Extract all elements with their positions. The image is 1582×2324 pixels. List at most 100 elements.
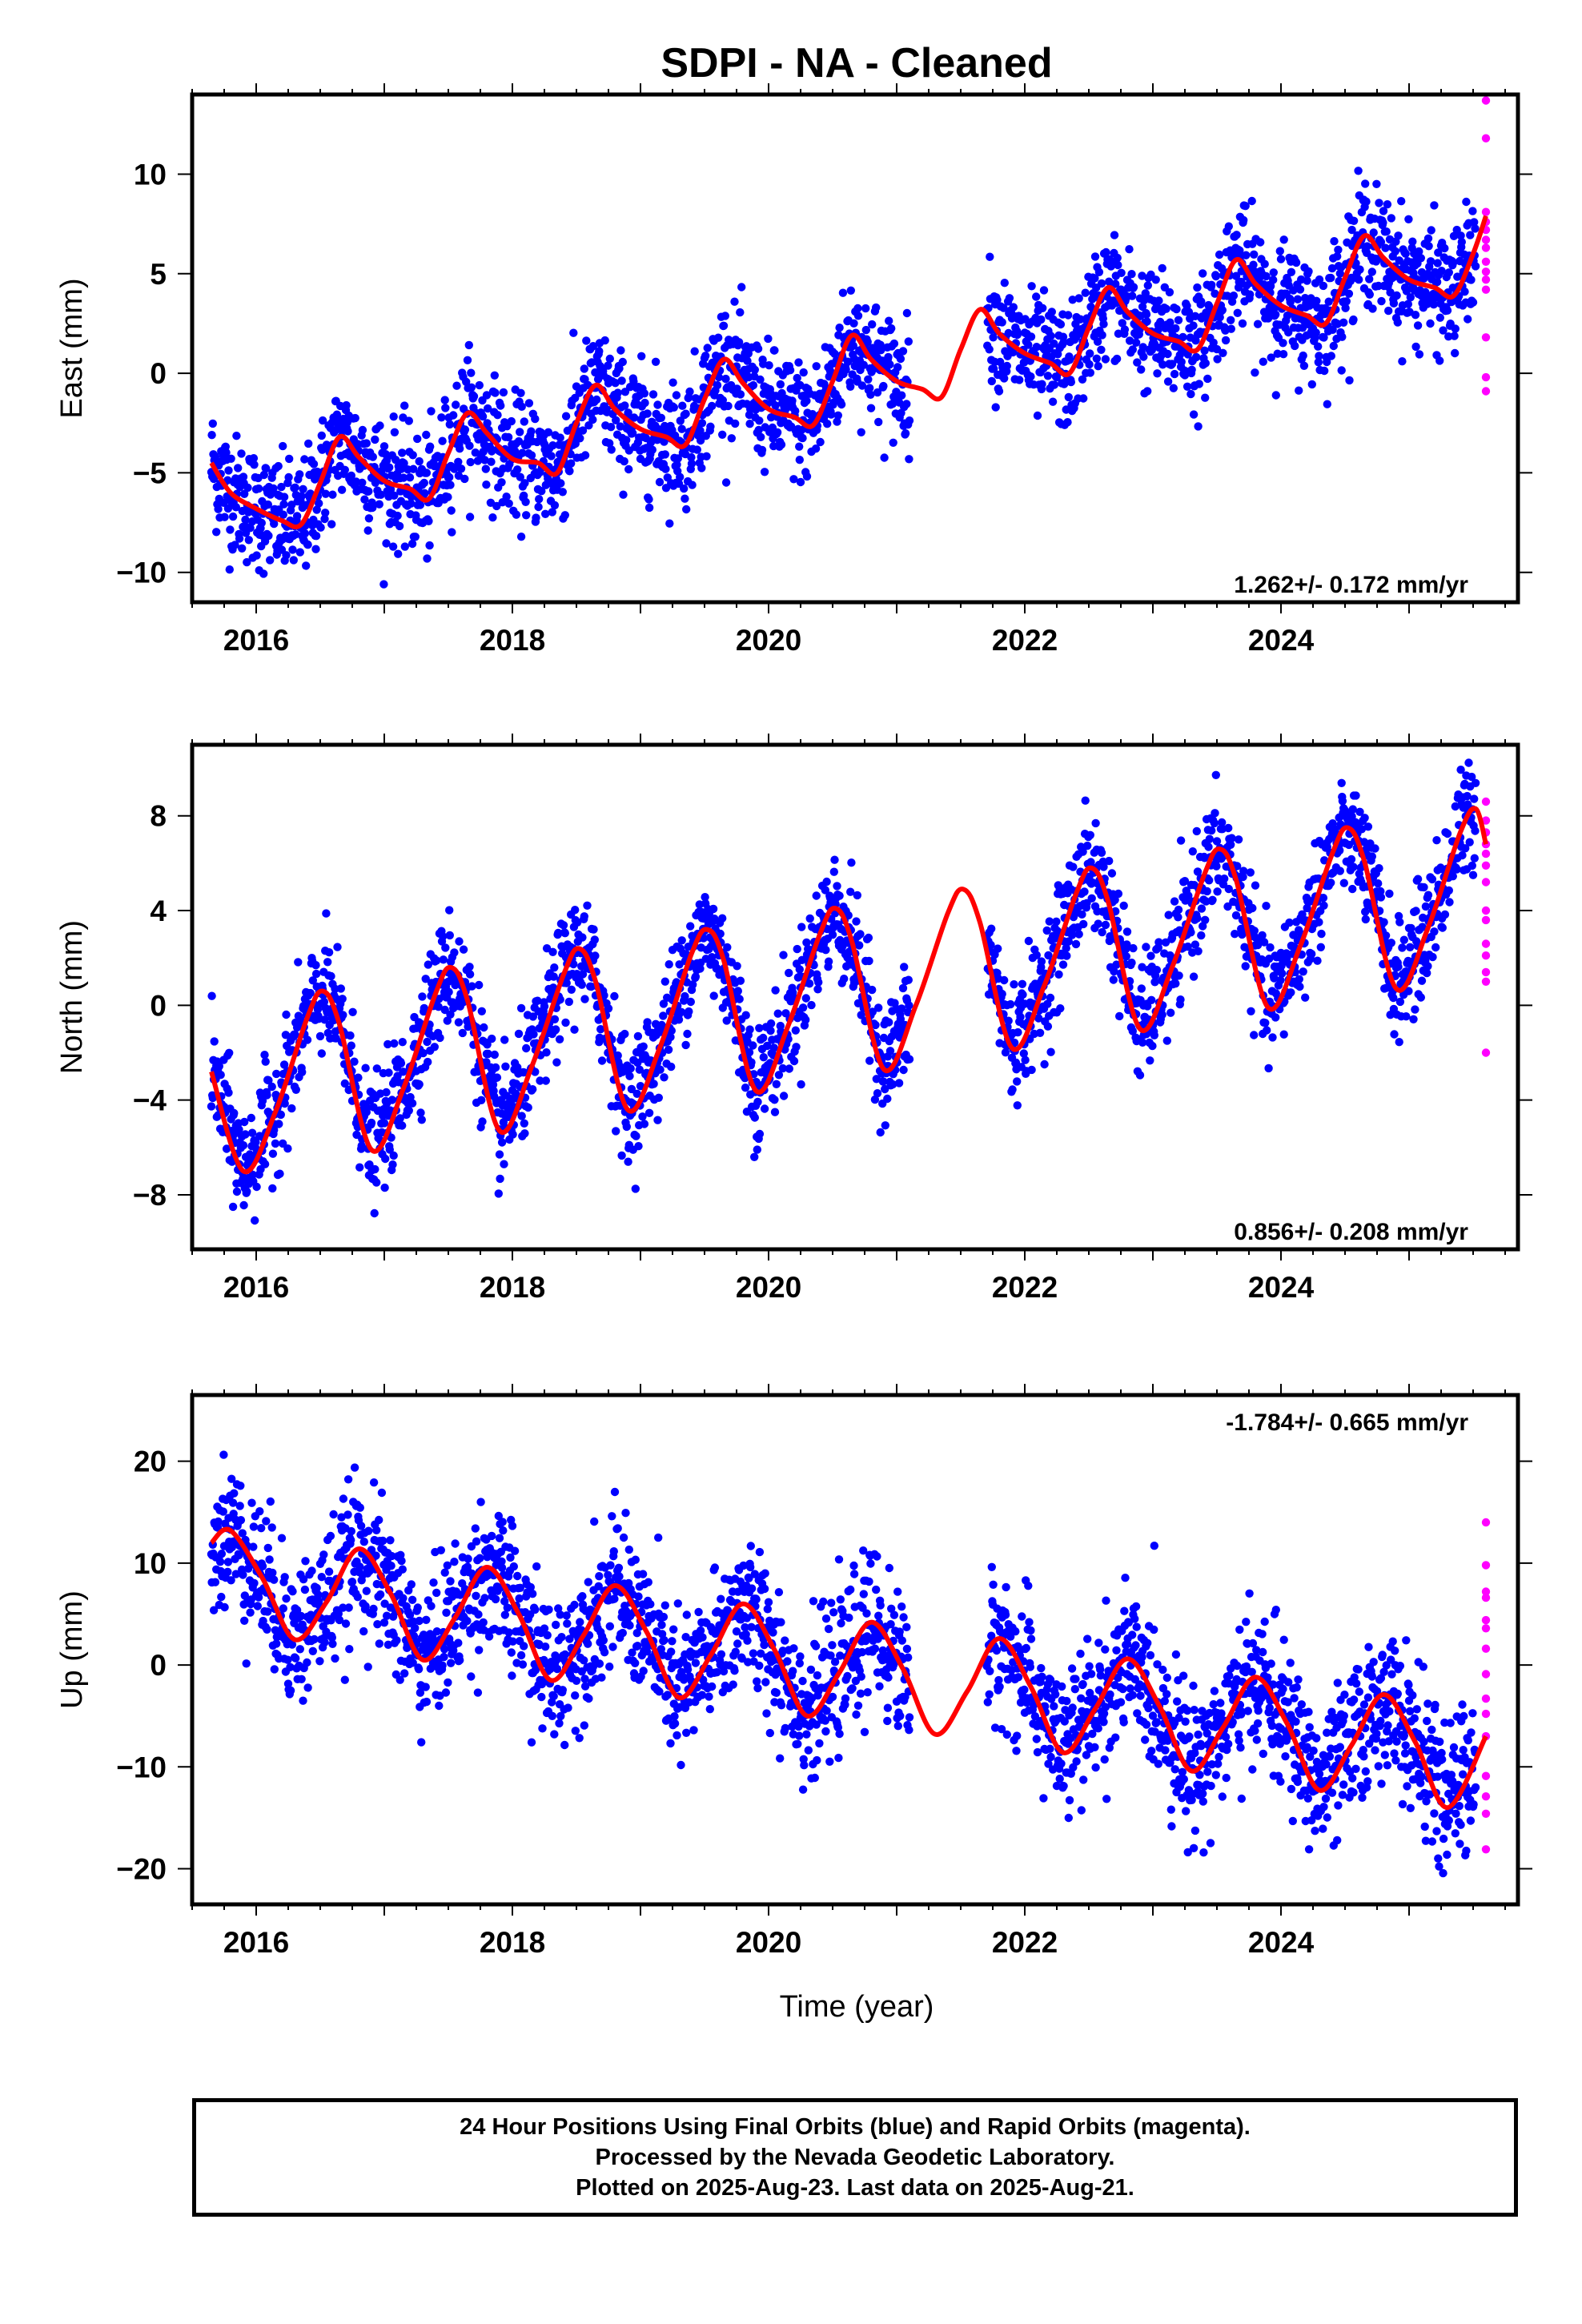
final-orbit-point [1139,352,1148,361]
final-orbit-point [289,556,298,565]
final-orbit-point [1320,366,1329,376]
final-orbit-point [1338,332,1347,341]
final-orbit-point [235,1125,243,1134]
final-orbit-point [687,452,696,462]
final-orbit-point [426,442,435,451]
final-orbit-point [1094,362,1102,371]
final-orbit-point [1197,297,1206,306]
final-orbit-point [1337,778,1346,787]
final-orbit-point [383,1039,392,1049]
final-orbit-point [685,1007,693,1016]
final-orbit-point [405,473,415,482]
final-orbit-point [873,388,882,397]
final-orbit-point [1361,179,1370,188]
final-orbit-point [1093,337,1102,346]
final-orbit-point [823,420,832,428]
final-orbit-point [1344,840,1354,850]
final-orbit-point [624,408,632,417]
final-orbit-point [618,357,627,367]
final-orbit-point [1032,292,1041,301]
final-orbit-point [610,991,619,1001]
final-orbit-point [347,1041,355,1050]
final-orbit-point [801,1015,810,1024]
final-orbit-point [578,933,587,942]
final-orbit-point [303,541,312,549]
final-orbit-point [677,936,686,945]
final-orbit-point [577,980,586,989]
final-orbit-point [1451,348,1460,358]
x-tick-label: 2024 [1248,624,1315,657]
final-orbit-point [1138,963,1146,971]
final-orbit-point [424,960,432,969]
final-orbit-point [1448,872,1458,881]
final-orbit-point [1429,300,1439,309]
final-orbit-point [1111,279,1120,288]
x-tick-label: 2022 [992,624,1058,657]
final-orbit-point [250,460,259,469]
rapid-orbit-point [1481,951,1491,960]
final-orbit-point [1174,971,1183,980]
model-curve [209,215,1488,530]
final-orbit-point [1128,345,1138,354]
final-orbit-point [830,349,839,358]
final-orbit-point [1440,910,1450,919]
final-orbit-point [411,533,420,541]
final-orbit-point [1426,319,1435,328]
final-orbit-point [295,470,304,479]
final-orbit-point [855,941,864,950]
final-orbit-point [1456,766,1465,774]
final-orbit-point [1131,338,1141,347]
final-orbit-point [380,1183,389,1192]
final-orbit-point [1191,336,1200,345]
final-orbit-point [1227,316,1235,324]
final-orbit-point [297,492,306,501]
final-orbit-point [336,984,345,993]
final-orbit-point [1176,995,1185,1004]
final-orbit-point [1094,267,1104,276]
final-orbit-point [415,456,424,466]
final-orbit-point [1128,1027,1138,1035]
final-orbit-point [355,1163,364,1172]
final-orbit-point [864,933,873,943]
final-orbit-point [1019,1049,1029,1058]
final-orbit-point [1382,227,1391,236]
final-orbit-point [282,1010,291,1019]
final-orbit-point [1470,854,1480,862]
final-orbit-point [1068,296,1077,304]
rapid-orbit-point [1481,275,1491,284]
final-orbit-point [1110,231,1119,239]
final-orbit-point [1218,264,1227,273]
final-orbit-point [371,1164,379,1174]
final-orbit-point [1241,202,1250,211]
final-orbit-point [569,328,578,337]
final-orbit-point [857,381,867,390]
final-orbit-point [542,1048,551,1057]
final-orbit-point [1387,939,1396,947]
final-orbit-point [1064,392,1074,402]
final-orbit-point [1343,722,1351,730]
final-orbit-point [620,1029,629,1039]
final-orbit-point [682,505,691,514]
final-orbit-point [264,531,273,541]
final-orbit-point [1232,231,1241,239]
final-orbit-point [703,344,712,352]
rapid-orbit-point [1481,816,1491,825]
final-orbit-point [590,935,599,944]
final-orbit-point [604,1004,613,1013]
final-orbit-point [688,480,697,489]
final-orbit-point [1219,348,1227,357]
final-orbit-point [625,1072,634,1080]
final-orbit-point [272,1069,281,1079]
final-orbit-point [478,412,488,421]
final-orbit-point [465,963,474,971]
final-orbit-point [559,921,568,930]
final-orbit-point [693,445,701,454]
final-orbit-point [1158,360,1167,369]
final-orbit-point [1269,268,1279,277]
final-orbit-point [807,1000,816,1010]
final-orbit-point [770,1096,779,1104]
final-orbit-point [1117,268,1126,277]
final-orbit-point [885,360,894,369]
final-orbit-point [633,1031,643,1041]
final-orbit-point [1158,263,1166,273]
